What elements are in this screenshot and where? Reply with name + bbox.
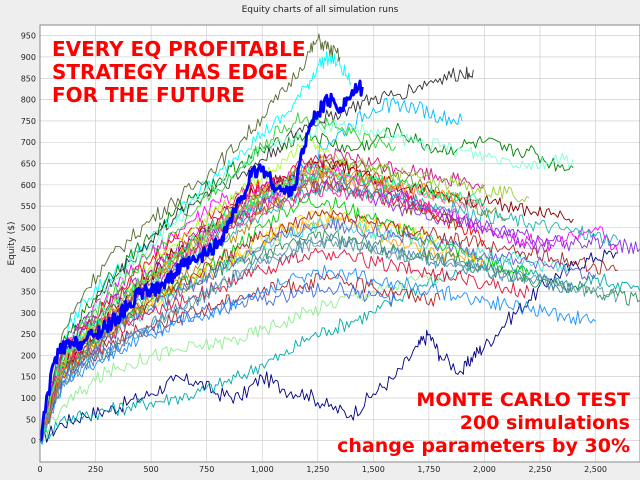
plot-border xyxy=(39,24,640,463)
equity-line xyxy=(39,235,619,441)
x-tick-label: 2,000 xyxy=(473,465,496,474)
y-tick-label: 600 xyxy=(21,181,36,190)
y-tick-label: 100 xyxy=(21,394,36,403)
y-tick-label: 150 xyxy=(21,373,36,382)
annotation-top-left: EVERY EQ PROFITABLE STRATEGY HAS EDGE FO… xyxy=(52,37,306,107)
equity-line xyxy=(39,153,530,441)
equity-line xyxy=(39,269,441,441)
chart-title: Equity charts of all simulation runs xyxy=(242,5,399,15)
equity-line xyxy=(39,180,619,441)
annotation-line-3: FOR THE FUTURE xyxy=(52,83,245,107)
x-tick-label: 0 xyxy=(37,465,42,474)
equity-line xyxy=(39,181,441,441)
y-tick-label: 500 xyxy=(21,224,36,233)
x-tick-label: 250 xyxy=(88,465,103,474)
y-tick-label: 650 xyxy=(21,160,36,169)
equity-line xyxy=(39,66,474,442)
equity-line xyxy=(39,229,640,442)
annotation-line-6: change parameters by 30% xyxy=(337,435,630,457)
y-tick-label: 300 xyxy=(21,309,36,318)
y-tick-label: 700 xyxy=(21,138,36,147)
equity-line xyxy=(39,167,485,441)
annotation-line-1: EVERY EQ PROFITABLE xyxy=(52,37,306,61)
x-tick-label: 2,500 xyxy=(584,465,607,474)
equity-line xyxy=(39,216,596,442)
y-tick-label: 250 xyxy=(21,330,36,339)
y-tick-label: 850 xyxy=(21,74,36,83)
y-tick-label: 950 xyxy=(21,32,36,41)
annotation-line-4: MONTE CARLO TEST xyxy=(416,389,630,411)
equity-line xyxy=(39,257,640,445)
x-tick-label: 500 xyxy=(143,465,158,474)
annotation-line-2: STRATEGY HAS EDGE xyxy=(52,60,288,84)
y-tick-label: 550 xyxy=(21,202,36,211)
x-tick-label: 1,000 xyxy=(251,465,274,474)
equity-line xyxy=(39,264,596,443)
x-tick-label: 1,750 xyxy=(417,465,440,474)
x-tick-label: 2,250 xyxy=(529,465,552,474)
y-tick-label: 900 xyxy=(21,53,36,62)
highlight-equity-line xyxy=(38,79,364,442)
y-tick-label: 0 xyxy=(31,437,36,446)
equity-line xyxy=(39,50,352,441)
tick-labels: 0 50 100 150 200 250 300 350 400 450 500 550 600 650 7… xyxy=(21,32,607,474)
equity-line xyxy=(39,153,485,441)
annotation-line-5: 200 simulations xyxy=(460,412,630,434)
equity-line xyxy=(39,273,441,442)
y-tick-label: 750 xyxy=(21,117,36,126)
y-tick-label: 350 xyxy=(21,287,36,296)
equity-line xyxy=(39,112,396,441)
y-tick-label: 50 xyxy=(26,415,36,424)
y-axis-label: Equity ($) xyxy=(7,221,17,265)
y-tick-label: 450 xyxy=(21,245,36,254)
y-tick-label: 400 xyxy=(21,266,36,275)
annotation-bottom-right: MONTE CARLO TEST 200 simulations change … xyxy=(337,389,630,457)
equity-line xyxy=(39,249,618,443)
y-tick-label: 200 xyxy=(21,351,36,360)
y-tick-label: 800 xyxy=(21,96,36,105)
series-lines xyxy=(38,33,640,445)
x-tick-label: 1,250 xyxy=(306,465,329,474)
equity-line xyxy=(39,209,618,441)
x-tick-label: 1,500 xyxy=(362,465,385,474)
x-tick-label: 750 xyxy=(199,465,214,474)
equity-line xyxy=(39,247,530,441)
equity-line xyxy=(39,33,341,441)
